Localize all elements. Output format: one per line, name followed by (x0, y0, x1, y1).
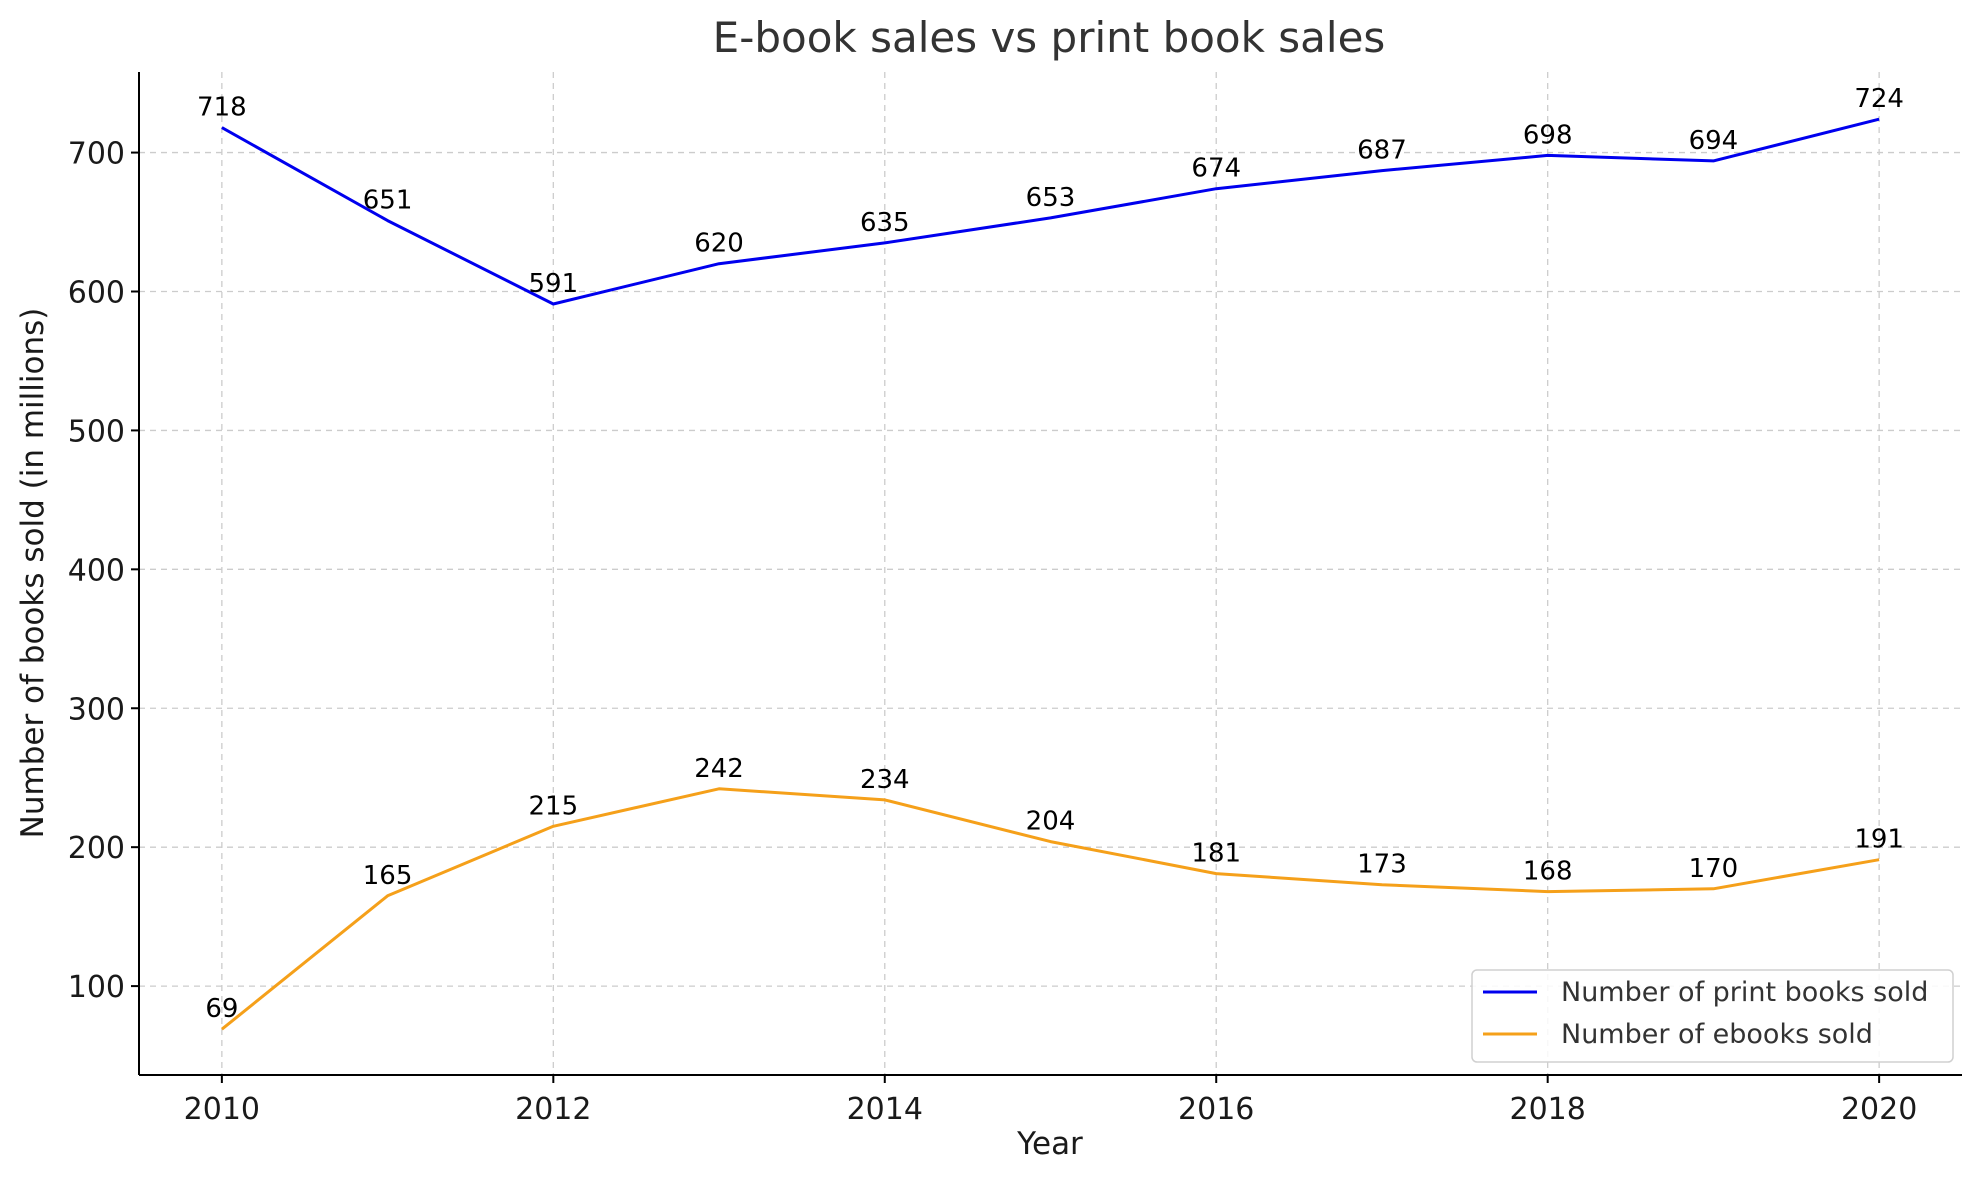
series-line-print (221, 117, 1880, 306)
legend: Number of print books sold Number of ebo… (1471, 969, 1954, 1063)
axes-spines (138, 72, 1962, 1076)
data-label-ebooks: 69 (205, 994, 238, 1024)
data-label-print: 653 (1026, 183, 1076, 213)
y-tick-label: 300 (68, 692, 125, 727)
data-label-ebooks: 215 (528, 791, 578, 821)
y-tick-label: 100 (68, 970, 125, 1005)
legend-label-ebooks: Number of ebooks sold (1561, 1019, 1873, 1050)
data-label-ebooks: 173 (1357, 850, 1407, 880)
y-axis-label: Number of books sold (in millions) (15, 308, 51, 839)
data-label-print: 687 (1357, 136, 1407, 166)
data-label-ebooks: 168 (1523, 857, 1573, 887)
data-label-ebooks: 165 (363, 861, 413, 891)
data-label-print: 651 (363, 186, 413, 216)
y-tick-label: 700 (68, 137, 125, 172)
data-label-print: 718 (197, 93, 247, 123)
x-tick-label: 2014 (847, 1092, 923, 1127)
grid (139, 72, 1962, 1075)
axis-ticks: 100 200 300 400 500 600 700 2010 2012 2014 2016 201… (68, 137, 1918, 1127)
series-lines (220, 117, 1880, 1031)
data-label-print: 591 (528, 269, 578, 299)
y-tick-label: 500 (68, 414, 125, 449)
data-label-ebooks: 170 (1689, 854, 1739, 884)
y-tick-label: 400 (68, 553, 125, 588)
legend-label-print: Number of print books sold (1561, 977, 1928, 1008)
data-label-print: 724 (1854, 84, 1904, 114)
data-label-print: 694 (1689, 126, 1739, 156)
y-tick-label: 200 (68, 831, 125, 866)
data-labels: 718 651 591 620 635 653 674 687 698 694 724 69 165 21… (197, 84, 1904, 1024)
data-label-ebooks: 204 (1026, 807, 1076, 837)
legend-box (1471, 969, 1954, 1063)
x-tick-label: 2020 (1841, 1092, 1917, 1127)
x-tick-label: 2012 (515, 1092, 591, 1127)
data-label-print: 674 (1191, 154, 1241, 184)
data-label-print: 620 (694, 229, 744, 259)
chart-title: E-book sales vs print book sales (713, 13, 1386, 62)
y-tick-label: 600 (68, 275, 125, 310)
data-label-ebooks: 191 (1854, 825, 1904, 855)
data-label-ebooks: 242 (694, 754, 744, 784)
data-label-ebooks: 181 (1191, 839, 1241, 869)
data-label-ebooks: 234 (860, 765, 910, 795)
x-tick-label: 2010 (184, 1092, 260, 1127)
data-label-print: 698 (1523, 120, 1573, 150)
x-tick-label: 2018 (1510, 1092, 1586, 1127)
series-line-ebooks (220, 787, 1880, 1031)
x-axis-label: Year (1016, 1126, 1083, 1162)
x-tick-label: 2016 (1178, 1092, 1254, 1127)
data-label-print: 635 (860, 208, 910, 238)
